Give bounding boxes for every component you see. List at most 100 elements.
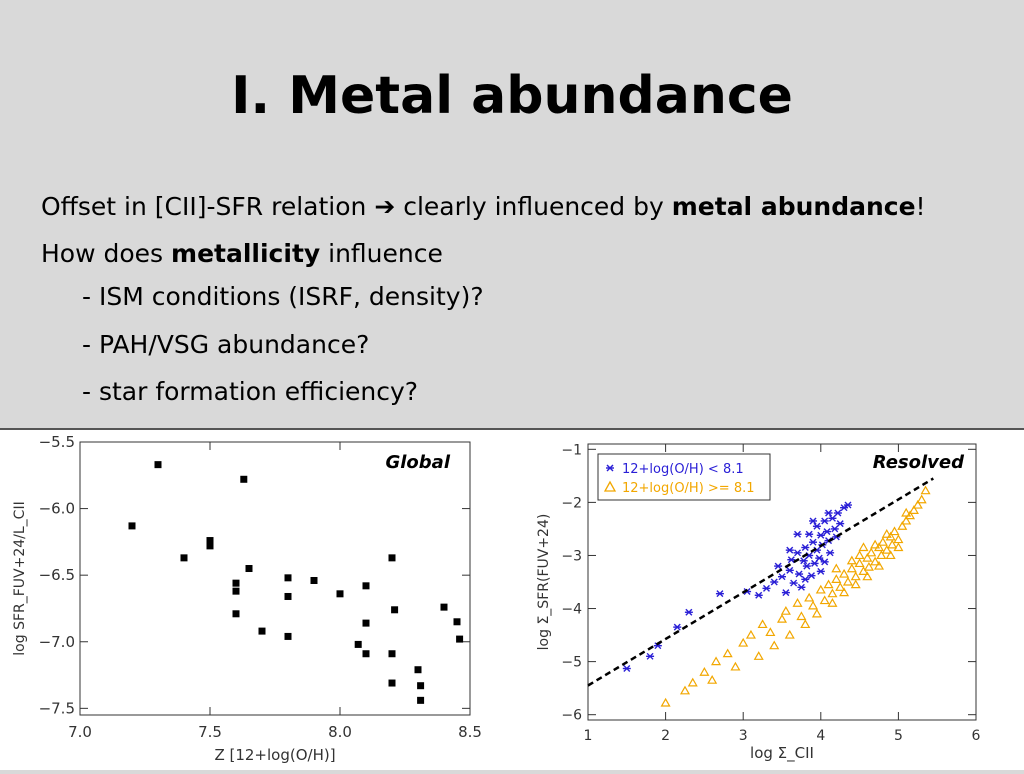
data-point: [846, 555, 857, 565]
legend-label: 12+log(O/H) < 8.1: [622, 462, 744, 477]
asterisk-stroke: [606, 464, 614, 472]
data-point: [738, 637, 749, 647]
data-point: [795, 570, 804, 578]
chart-title: Global: [385, 452, 450, 473]
chart-plot-frame: [79, 441, 471, 716]
data-point: [362, 650, 370, 658]
data-point: [784, 629, 795, 639]
asterisk-stroke: [834, 509, 842, 517]
data-point: [811, 608, 822, 618]
body-line-question: How does metallicity influence: [41, 239, 443, 269]
bold-term: metal abundance: [671, 192, 916, 221]
asterisk-stroke: [831, 525, 839, 533]
data-point: [417, 696, 425, 704]
asterisk-stroke: [623, 665, 631, 673]
data-point: [687, 677, 698, 687]
data-point: [830, 525, 839, 533]
asterisk-stroke: [823, 528, 831, 536]
bullet-item: - ISM conditions (ISRF, density)?: [82, 282, 484, 311]
data-point: [769, 640, 780, 650]
data-point: [388, 650, 396, 658]
data-point: [232, 587, 240, 595]
x-tick-label: 2: [661, 728, 670, 744]
asterisk-stroke: [813, 546, 821, 554]
x-tick-label: 7.0: [68, 723, 92, 741]
asterisk-stroke: [825, 509, 833, 517]
data-point: [862, 552, 873, 562]
data-point: [388, 554, 396, 562]
data-point: [863, 561, 874, 571]
y-tick-label: −2: [561, 495, 582, 511]
y-tick-label: −4: [561, 602, 582, 618]
bullet-item: - PAH/VSG abundance?: [82, 330, 370, 359]
data-point: [812, 522, 821, 530]
bold-term: metallicity: [171, 239, 321, 268]
data-point: [673, 623, 682, 631]
x-tick-label: 5: [894, 728, 903, 744]
data-point: [206, 537, 214, 545]
asterisk-stroke: [778, 573, 786, 581]
data-point: [232, 610, 240, 618]
data-point: [765, 627, 776, 637]
data-point: [240, 475, 248, 483]
data-point: [885, 531, 896, 541]
asterisk-stroke: [786, 566, 794, 574]
data-point: [809, 517, 818, 525]
asterisk-stroke: [805, 551, 813, 559]
legend-marker-triangle: [603, 480, 617, 492]
bullet-item: - star formation efficiency?: [82, 377, 419, 406]
asterisk-stroke: [801, 544, 809, 551]
asterisk-stroke: [797, 583, 805, 591]
y-tick-label: −7.5: [39, 699, 75, 717]
data-point: [417, 682, 425, 690]
data-point: [846, 563, 857, 573]
x-axis-label: log Σ_CII: [750, 744, 814, 763]
body-line-offset: Offset in [CII]-SFR relation ➔ clearly i…: [41, 192, 926, 222]
y-axis-label: log SFR_FUV+24/L_CII: [12, 501, 28, 655]
asterisk-stroke: [817, 531, 825, 539]
data-point: [828, 514, 837, 522]
data-point: [787, 556, 796, 564]
data-point: [820, 558, 829, 566]
data-point: [684, 608, 693, 616]
asterisk-stroke: [782, 589, 790, 597]
data-point: [388, 679, 396, 687]
data-point: [870, 556, 881, 566]
data-point: [901, 515, 912, 525]
asterisk-stroke: [809, 517, 817, 525]
arrow-icon: ➔: [374, 192, 396, 221]
y-tick-label: −5: [561, 655, 582, 671]
data-point: [866, 547, 877, 557]
data-point: [802, 562, 811, 570]
asterisk-stroke: [805, 530, 813, 538]
data-point: [826, 549, 835, 557]
asterisk-stroke: [803, 562, 811, 570]
legend-marker-asterisk: [606, 464, 614, 472]
asterisk-stroke: [844, 501, 852, 509]
data-point: [780, 605, 791, 615]
data-point: [815, 554, 824, 562]
asterisk-stroke: [762, 584, 770, 592]
data-point: [908, 505, 919, 514]
x-tick-label: 1: [584, 728, 593, 744]
data-point: [440, 603, 448, 611]
data-point: [881, 529, 892, 538]
data-point: [770, 578, 779, 586]
data-point: [284, 632, 292, 640]
asterisk-stroke: [774, 562, 782, 570]
asterisk-stroke: [787, 556, 795, 564]
asterisk-stroke: [821, 558, 829, 566]
data-point: [757, 619, 768, 629]
data-point: [876, 550, 887, 560]
asterisk-stroke: [800, 557, 808, 565]
data-point: [789, 579, 798, 587]
figure-svg: 7.0 7.5 8.0 8.5 −5.5 −6.0 −6.5 −7.0 −7.5 Global Z …: [12, 433, 981, 764]
asterisk-stroke: [673, 623, 681, 631]
data-point: [414, 666, 422, 674]
data-point: [893, 542, 904, 552]
data-point: [819, 595, 830, 605]
data-point: [679, 685, 691, 695]
data-point: [707, 674, 718, 684]
data-point: [816, 531, 825, 539]
data-point: [916, 494, 927, 504]
